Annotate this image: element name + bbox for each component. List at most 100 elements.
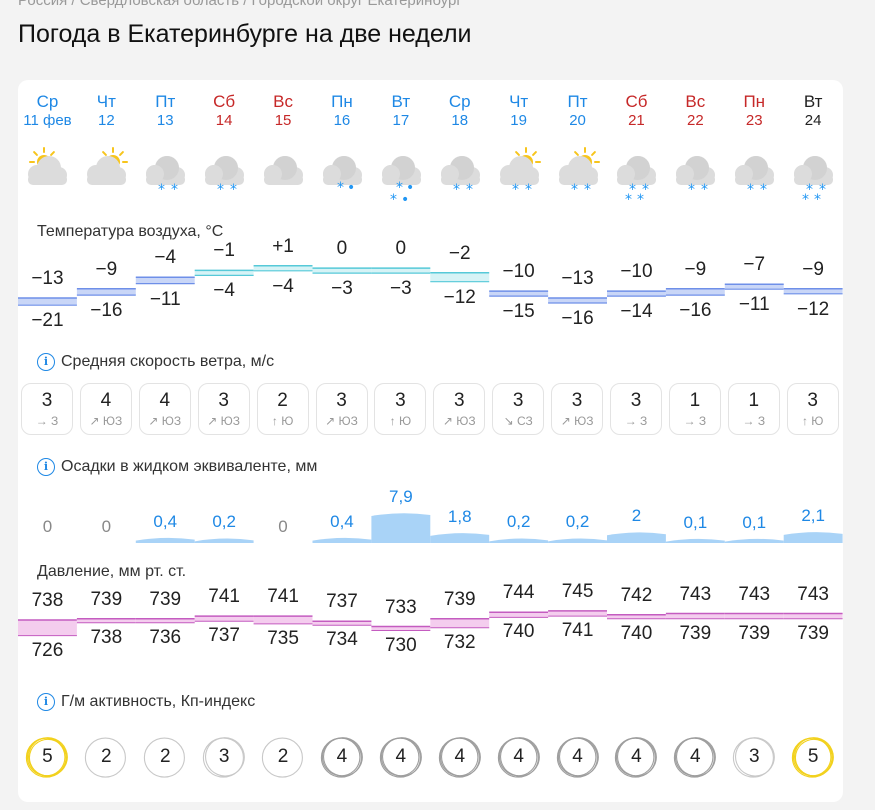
- svg-text:*: *: [337, 180, 344, 196]
- kp-badge[interactable]: 4: [379, 735, 423, 779]
- day-column[interactable]: Пн 23 * *: [725, 92, 784, 198]
- svg-text:*: *: [814, 192, 821, 208]
- day-column[interactable]: Сб 21 * * * *: [607, 92, 666, 208]
- pressure-max-label: 743: [679, 583, 712, 605]
- day-column[interactable]: Пт 13 * *: [136, 92, 195, 198]
- breadcrumb[interactable]: Россия / Свердловская область / Городско…: [18, 0, 462, 9]
- pressure-min-label: 730: [384, 634, 417, 656]
- precip-bar: [607, 532, 666, 543]
- kp-badge[interactable]: 4: [320, 735, 364, 779]
- pressure-bar: [430, 618, 490, 628]
- kp-badge[interactable]: 3: [202, 735, 246, 779]
- temperature-bar: [430, 272, 490, 282]
- kp-badge[interactable]: 3: [732, 735, 776, 779]
- wind-cell[interactable]: 3 ↑ Ю: [374, 383, 427, 435]
- temp-max-label: −13: [561, 268, 594, 289]
- precip-bar: [783, 532, 843, 543]
- wind-cell[interactable]: 3 → З: [21, 383, 73, 435]
- temperature-bar: [371, 268, 431, 274]
- temp-max-label: +1: [272, 235, 294, 257]
- pressure-min-label: 735: [267, 627, 299, 649]
- wind-cell[interactable]: 3 ↘ СЗ: [492, 383, 545, 435]
- kp-ring: [674, 737, 717, 778]
- temp-min-label: −16: [679, 300, 712, 322]
- wind-cell[interactable]: 2 ↑ Ю: [256, 383, 309, 435]
- wind-cell[interactable]: 3 ↗ ЮЗ: [197, 383, 250, 435]
- wind-cell[interactable]: 4 ↗ ЮЗ: [79, 383, 132, 435]
- kp-badge[interactable]: 4: [673, 735, 717, 779]
- precip-bar: [430, 533, 490, 543]
- pressure-min-label: 734: [326, 629, 358, 651]
- temp-min-label: −12: [443, 286, 476, 308]
- day-name: Пн: [331, 92, 353, 111]
- kp-badge[interactable]: 2: [143, 735, 187, 779]
- wind-cell[interactable]: 3 ↗ ЮЗ: [315, 383, 368, 435]
- day-date: 18: [451, 112, 469, 129]
- kp-badge[interactable]: 4: [497, 735, 541, 779]
- kp-value: 4: [513, 746, 524, 767]
- temp-min-label: −16: [561, 308, 594, 329]
- wind-direction: ↗ ЮЗ: [325, 414, 358, 428]
- temperature-bar: [665, 288, 725, 296]
- kp-badge[interactable]: 5: [25, 735, 69, 779]
- precip-bar: [135, 537, 195, 543]
- kp-badge[interactable]: 2: [84, 735, 128, 779]
- wind-speed: 1: [748, 390, 760, 411]
- info-icon[interactable]: i: [37, 458, 55, 476]
- temp-min-label: −3: [390, 278, 412, 300]
- day-name: Вт: [803, 92, 823, 111]
- precip-value: 0: [278, 517, 288, 536]
- day-column[interactable]: Вс 22 * *: [666, 92, 725, 198]
- kp-ring-yellow: [791, 737, 834, 778]
- kp-badge[interactable]: 4: [556, 735, 600, 779]
- day-column[interactable]: Пн 16 * •: [313, 92, 372, 196]
- wind-cell[interactable]: 1 → З: [668, 383, 721, 435]
- precip-title-row: i Осадки в жидком эквиваленте, мм: [37, 458, 317, 476]
- temp-max-label: 0: [336, 238, 348, 260]
- kp-value: 5: [42, 746, 53, 767]
- day-column[interactable]: Вт 17 * • * •: [371, 92, 430, 208]
- pressure-max-label: 737: [326, 591, 358, 613]
- wind-cell[interactable]: 3 ↗ ЮЗ: [551, 383, 604, 435]
- precip-value: 0,1: [683, 512, 708, 532]
- day-column[interactable]: Вт 24 * * * *: [784, 92, 843, 208]
- sun-cloud-snow-icon: * *: [499, 147, 541, 198]
- day-column[interactable]: Ср 11 фев: [18, 92, 77, 185]
- kp-ring: [379, 737, 422, 778]
- wind-direction: ↑ Ю: [389, 414, 412, 428]
- day-column[interactable]: Чт 19 * *: [489, 92, 548, 198]
- day-column[interactable]: Сб 14 * *: [195, 92, 254, 198]
- temp-min-label: −15: [502, 301, 535, 323]
- wind-cell[interactable]: 3 → З: [610, 383, 662, 435]
- wind-cell[interactable]: 3 ↑ Ю: [786, 383, 839, 435]
- precip-value: 0,4: [330, 511, 354, 531]
- pressure-min-label: 738: [90, 626, 123, 648]
- day-name: Чт: [96, 92, 116, 111]
- kp-badge[interactable]: 4: [614, 735, 658, 779]
- info-icon[interactable]: i: [37, 693, 55, 711]
- day-column[interactable]: Ср 18 * *: [430, 92, 489, 198]
- pressure-bar: [783, 613, 843, 619]
- wind-cell[interactable]: 3 ↗ ЮЗ: [433, 383, 486, 435]
- kp-badge[interactable]: 2: [261, 735, 305, 779]
- info-icon[interactable]: i: [37, 353, 55, 371]
- day-column[interactable]: Вс 15: [254, 92, 313, 185]
- day-date: 19: [510, 112, 527, 129]
- day-name: Пт: [155, 92, 176, 111]
- kp-badge[interactable]: 5: [791, 735, 835, 779]
- kp-badge[interactable]: 4: [438, 735, 482, 779]
- temp-min-label: −3: [331, 278, 353, 300]
- day-column[interactable]: Чт 12: [77, 92, 136, 185]
- pressure-title: Давление, мм рт. ст.: [37, 563, 187, 580]
- kp-ring: [202, 737, 245, 778]
- wind-speed: 3: [454, 390, 465, 411]
- pressure-min-label: 736: [149, 626, 182, 648]
- temp-min-label: −16: [90, 300, 123, 322]
- day-column[interactable]: Пт 20 * *: [548, 92, 607, 198]
- wind-cell[interactable]: 1 → З: [727, 383, 780, 435]
- precip-value: 2,1: [801, 505, 825, 525]
- temp-min-label: −12: [797, 298, 830, 320]
- wind-cell[interactable]: 4 ↗ ЮЗ: [138, 383, 191, 435]
- precip-value: 0: [42, 517, 53, 536]
- pressure-min-label: 739: [738, 622, 771, 644]
